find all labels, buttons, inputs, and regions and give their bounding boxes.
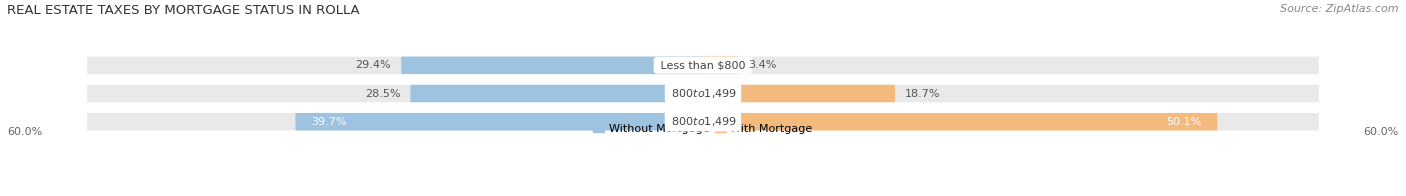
Text: Less than $800: Less than $800 bbox=[657, 60, 749, 70]
FancyBboxPatch shape bbox=[411, 85, 703, 102]
FancyBboxPatch shape bbox=[401, 57, 703, 74]
Text: $800 to $1,499: $800 to $1,499 bbox=[668, 115, 738, 128]
Text: 29.4%: 29.4% bbox=[356, 60, 391, 70]
FancyBboxPatch shape bbox=[295, 113, 703, 131]
Text: 18.7%: 18.7% bbox=[905, 89, 941, 99]
Text: Source: ZipAtlas.com: Source: ZipAtlas.com bbox=[1281, 4, 1399, 14]
FancyBboxPatch shape bbox=[703, 85, 896, 102]
Text: REAL ESTATE TAXES BY MORTGAGE STATUS IN ROLLA: REAL ESTATE TAXES BY MORTGAGE STATUS IN … bbox=[7, 4, 360, 17]
Text: 60.0%: 60.0% bbox=[7, 127, 42, 137]
Text: 60.0%: 60.0% bbox=[1364, 127, 1399, 137]
Legend: Without Mortgage, With Mortgage: Without Mortgage, With Mortgage bbox=[589, 120, 817, 139]
FancyBboxPatch shape bbox=[87, 57, 1319, 74]
Text: 39.7%: 39.7% bbox=[311, 117, 346, 127]
Text: 3.4%: 3.4% bbox=[748, 60, 776, 70]
Text: 28.5%: 28.5% bbox=[364, 89, 401, 99]
Text: 50.1%: 50.1% bbox=[1167, 117, 1202, 127]
FancyBboxPatch shape bbox=[87, 113, 1319, 131]
Text: $800 to $1,499: $800 to $1,499 bbox=[668, 87, 738, 100]
FancyBboxPatch shape bbox=[703, 57, 738, 74]
FancyBboxPatch shape bbox=[87, 85, 1319, 102]
FancyBboxPatch shape bbox=[703, 113, 1218, 131]
